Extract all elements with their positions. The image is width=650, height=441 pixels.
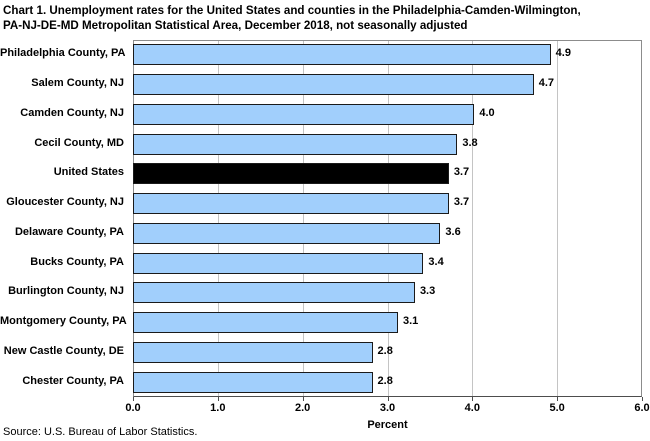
value-label: 3.7	[453, 166, 470, 179]
axis-tick-label: 4.0	[464, 402, 480, 414]
axis-tick-mark	[557, 397, 559, 401]
category-label: Philadelphia County, PA	[0, 47, 126, 60]
value-label: 3.7	[453, 196, 470, 209]
category-label: Gloucester County, NJ	[6, 196, 124, 209]
bar	[133, 74, 534, 96]
bar	[133, 371, 373, 393]
axis-tick-label: 3.0	[379, 402, 396, 414]
category-label: Salem County, NJ	[31, 77, 124, 90]
value-label: 4.7	[538, 77, 554, 90]
axis-tick-label: 1.0	[210, 402, 226, 414]
value-label: 2.8	[377, 344, 393, 357]
bar	[133, 222, 441, 244]
value-label: 3.6	[445, 225, 461, 238]
category-label: Burlington County, NJ	[8, 285, 124, 298]
category-label: United States	[53, 166, 124, 179]
value-label: 2.8	[377, 374, 393, 387]
gridline	[302, 41, 304, 396]
gridline	[387, 41, 389, 396]
axis-tick-mark	[642, 397, 643, 401]
chart-title-line-1: Chart 1. Unemployment rates for the Unit…	[3, 4, 581, 17]
value-label: 4.0	[479, 106, 495, 119]
x-axis-title: Percent	[367, 419, 408, 431]
value-label: 3.1	[402, 315, 419, 328]
category-label: New Castle County, DE	[3, 344, 124, 357]
bar	[133, 252, 424, 274]
axis-tick-mark	[302, 397, 304, 401]
bar-highlighted	[133, 163, 449, 185]
axis-tick-mark	[387, 397, 389, 401]
bar	[133, 312, 398, 334]
bar	[133, 282, 415, 304]
chart-title-line-2: PA-NJ-DE-MD Metropolitan Statistical Are…	[3, 19, 468, 32]
axis-tick-mark	[217, 397, 219, 401]
category-label: Cecil County, MD	[34, 136, 124, 149]
bar	[133, 133, 458, 155]
bar	[133, 341, 373, 363]
bar	[133, 193, 449, 215]
axis-tick-label: 0.0	[125, 402, 141, 414]
gridline	[557, 41, 559, 396]
category-label: Bucks County, PA	[30, 255, 124, 268]
gridline	[217, 41, 219, 396]
chart-title: Chart 1. Unemployment rates for the Unit…	[3, 3, 649, 33]
bar	[133, 44, 551, 66]
value-label: 3.4	[428, 255, 444, 268]
axis-tick-mark	[472, 397, 474, 401]
bar	[133, 103, 475, 125]
gridline	[472, 41, 474, 396]
category-label: Delaware County, PA	[14, 225, 124, 238]
axis-tick-label: 2.0	[295, 402, 311, 414]
value-label: 3.8	[462, 136, 478, 149]
source-note: Source: U.S. Bureau of Labor Statistics.	[3, 426, 198, 438]
value-label: 4.9	[555, 47, 571, 60]
category-label: Montgomery County, PA	[0, 315, 127, 328]
category-label: Camden County, NJ	[20, 106, 124, 119]
axis-tick-mark	[133, 397, 134, 401]
axis-tick-label: 5.0	[549, 402, 565, 414]
axis-tick-label: 6.0	[634, 402, 650, 414]
value-label: 3.3	[419, 285, 436, 298]
category-label: Chester County, PA	[22, 374, 124, 387]
